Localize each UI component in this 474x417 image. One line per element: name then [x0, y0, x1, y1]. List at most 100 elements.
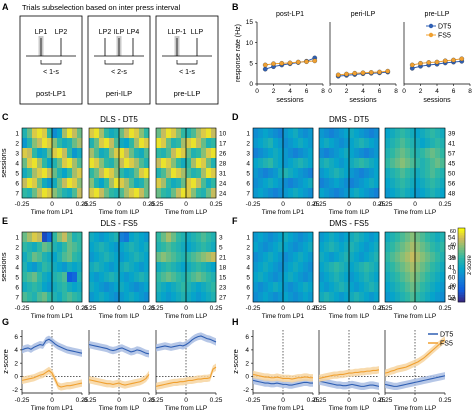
- b-subplot-title: peri-ILP: [351, 11, 376, 18]
- heatmap-cell: [344, 262, 350, 273]
- heatmap-cell: [303, 158, 309, 169]
- schematic-bracket: [40, 60, 62, 65]
- heatmap-cell: [176, 292, 182, 303]
- heatmap-cell: [114, 232, 120, 243]
- heatmap-cell: [405, 168, 411, 179]
- heatmap-cell: [395, 232, 401, 243]
- heatmap-cell: [319, 158, 325, 169]
- b-data-point: [418, 60, 423, 66]
- heatmap-cell: [89, 178, 95, 189]
- heatmap-right-label: 39: [448, 130, 456, 137]
- colorbar-tick-label: -40: [448, 297, 456, 303]
- heatmap-cell: [430, 242, 436, 253]
- b-data-point: [377, 69, 382, 75]
- b-data-point: [368, 70, 374, 75]
- heatmap-cell: [161, 282, 167, 293]
- heatmap-cell: [400, 168, 406, 179]
- heatmap-cell: [57, 178, 63, 189]
- schematic-press-label: LP4: [127, 29, 140, 36]
- heatmap-cell: [181, 272, 187, 283]
- heatmap-right-label: 41: [448, 264, 456, 271]
- heatmap-cell: [62, 262, 68, 273]
- heatmap-cell: [109, 282, 115, 293]
- heatmap-cell: [364, 178, 370, 189]
- heatmap-cell: [278, 128, 284, 139]
- heatmap-cell: [283, 178, 289, 189]
- heatmap-cell: [156, 232, 162, 243]
- heatmap-y-tick-label: 2: [246, 244, 250, 251]
- heatmap-cell: [57, 148, 63, 159]
- heatmap-cell: [201, 262, 207, 273]
- heatmap-cell: [390, 272, 396, 283]
- heatmap-cell: [420, 272, 426, 283]
- heatmap-cell: [319, 232, 325, 243]
- heatmap-title: DLS - DT5: [100, 115, 138, 124]
- heatmap-cell: [52, 148, 58, 159]
- colorbar-segment: [458, 228, 465, 231]
- trace-xlabel: Time from LLP: [165, 405, 207, 412]
- heatmap-cell: [334, 292, 340, 303]
- heatmap-cell: [303, 232, 309, 243]
- heatmap-cell: [89, 188, 95, 199]
- b-subplot-title: post-LP1: [276, 11, 304, 18]
- heatmap-y-tick-label: 4: [246, 160, 250, 167]
- heatmap-cell: [440, 168, 446, 179]
- heatmap-cell: [288, 282, 294, 293]
- trace-y-tick-label: 6: [14, 334, 18, 341]
- heatmap-cell: [293, 282, 299, 293]
- heatmap-cell: [89, 148, 95, 159]
- heatmap-cell: [359, 292, 365, 303]
- heatmap-cell: [349, 272, 355, 283]
- heatmap-cell: [435, 188, 441, 199]
- heatmap-y-tick-label: 1: [15, 130, 19, 137]
- heatmap-cell: [395, 178, 401, 189]
- heatmap-cell: [201, 148, 207, 159]
- heatmap-cell: [114, 138, 120, 149]
- heatmap-cell: [263, 158, 269, 169]
- heatmap-cell: [166, 242, 172, 253]
- heatmap-right-label: 50: [448, 170, 456, 177]
- heatmap-xlabel: Time from ILP: [99, 313, 140, 320]
- trace-xlabel: Time from ILP: [329, 405, 370, 412]
- heatmap-x-tick-label: 0: [281, 305, 285, 312]
- heatmap-cell: [405, 262, 411, 273]
- heatmap-cell: [129, 138, 135, 149]
- colorbar-segment: [458, 274, 465, 278]
- heatmap-cell: [298, 168, 304, 179]
- heatmap-cell: [47, 242, 53, 253]
- heatmap-cell: [186, 168, 192, 179]
- b-x-tick-label: 8: [468, 88, 472, 95]
- heatmap-cell: [349, 292, 355, 303]
- heatmap-cell: [176, 272, 182, 283]
- heatmap-cell: [67, 148, 73, 159]
- heatmap-cell: [201, 138, 207, 149]
- heatmap-cell: [390, 158, 396, 169]
- colorbar-segment: [458, 292, 465, 295]
- heatmap-cell: [166, 178, 172, 189]
- heatmap-cell: [268, 292, 274, 303]
- heatmap-cell: [139, 168, 145, 179]
- heatmap-cell: [329, 158, 335, 169]
- b-y-tick-label: 15: [246, 19, 254, 26]
- heatmap-y-tick-label: 7: [246, 190, 250, 197]
- heatmap-cell: [181, 292, 187, 303]
- heatmap-cell: [263, 128, 269, 139]
- heatmap-y-tick-label: 5: [15, 274, 19, 281]
- trace-x-tick-label: 0.25: [307, 397, 320, 404]
- heatmap-cell: [171, 138, 177, 149]
- b-data-point: [271, 61, 276, 67]
- heatmap-cell: [410, 272, 416, 283]
- heatmap-cell: [390, 232, 396, 243]
- heatmap-cell: [349, 242, 355, 253]
- heatmap-cell: [263, 282, 269, 293]
- heatmap-cell: [62, 158, 68, 169]
- heatmap-right-label: 53: [448, 294, 456, 301]
- heatmap-cell: [57, 158, 63, 169]
- heatmap-cell: [400, 292, 406, 303]
- heatmap-cell: [349, 138, 355, 149]
- heatmap-cell: [52, 242, 58, 253]
- heatmap-cell: [369, 128, 375, 139]
- heatmap-cell: [109, 168, 115, 179]
- heatmap-cell: [415, 128, 421, 139]
- heatmap-cell: [334, 168, 340, 179]
